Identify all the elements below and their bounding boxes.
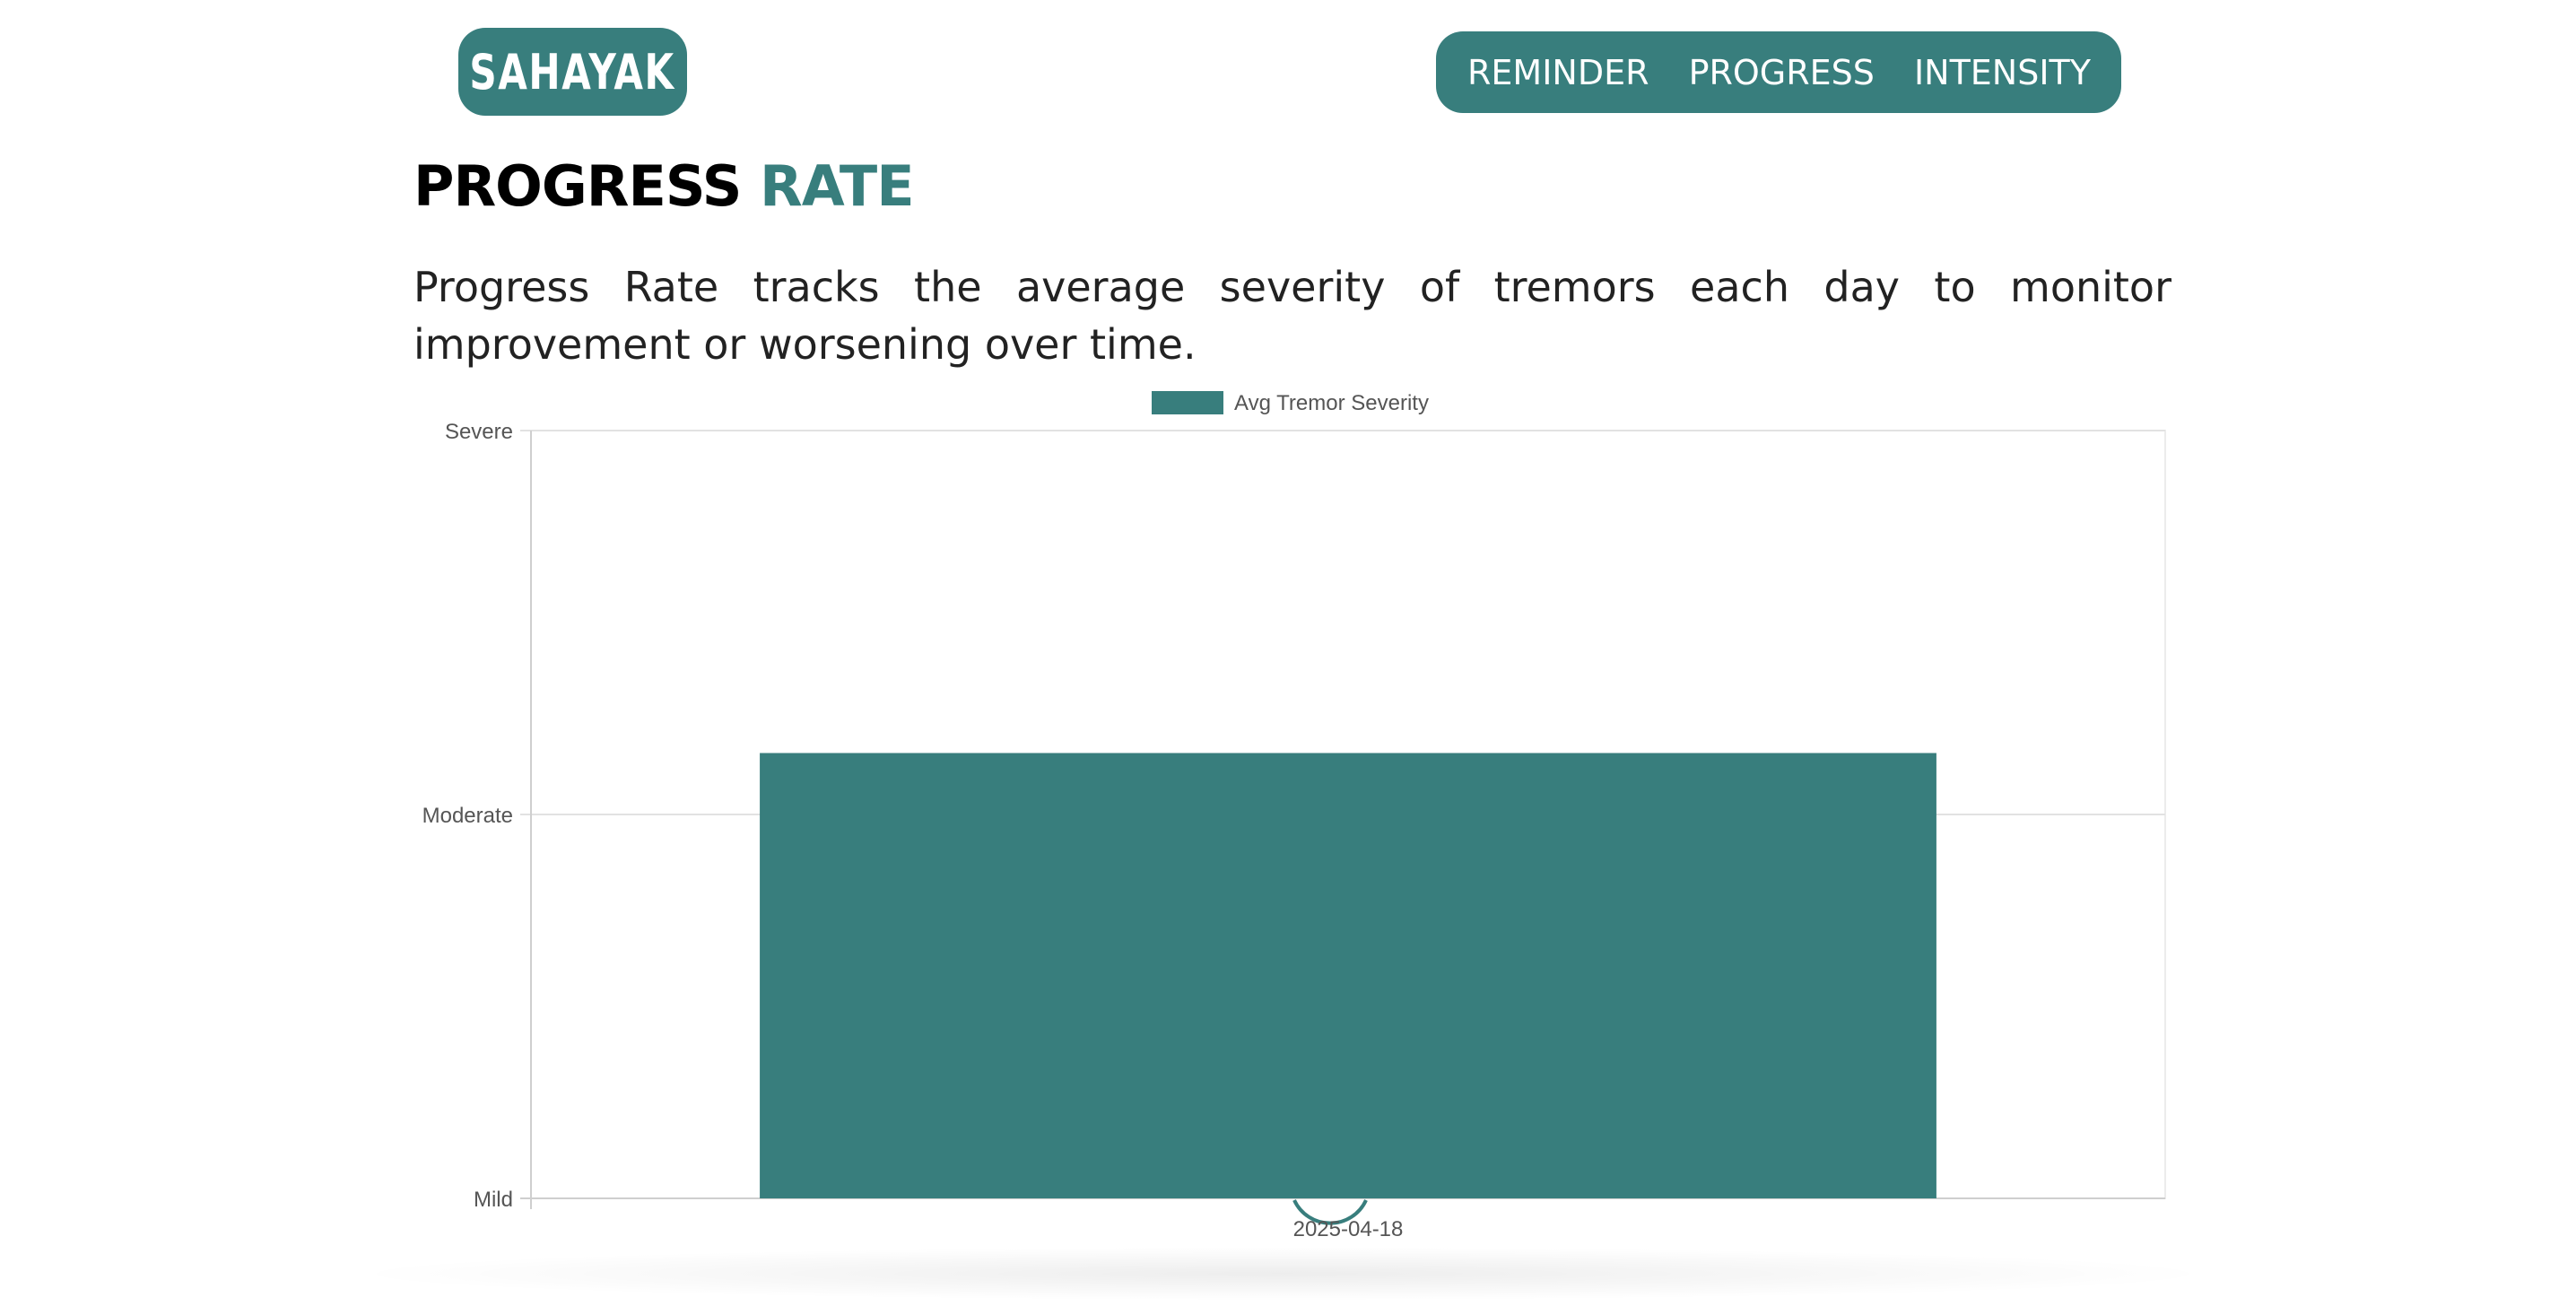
bar-avg-tremor-severity <box>760 753 1936 1198</box>
y-tick-label: Moderate <box>422 804 513 828</box>
logo-text: SAHAYAK <box>469 43 676 100</box>
nav-intensity-link[interactable]: INTENSITY <box>1913 52 2091 92</box>
legend-swatch <box>1152 391 1223 414</box>
page-title-primary: PROGRESS <box>413 153 742 219</box>
page-title: PROGRESS RATE <box>413 151 915 222</box>
y-tick-label: Severe <box>445 420 513 444</box>
main-nav: REMINDER PROGRESS INTENSITY <box>1436 31 2121 113</box>
page-title-accent: RATE <box>760 153 915 219</box>
progress-bar-chart: Mild Moderate Severe 2025-04-18 Avg Tremor S… <box>422 391 2166 1241</box>
x-tick-label: 2025-04-18 <box>1293 1217 1404 1241</box>
page-description: Progress Rate tracks the average severit… <box>413 263 2171 369</box>
nav-reminder-link[interactable]: REMINDER <box>1467 52 1649 92</box>
data-point-marker <box>1292 1199 1368 1225</box>
logo[interactable]: SAHAYAK <box>458 28 687 116</box>
legend-label: Avg Tremor Severity <box>1234 391 1429 415</box>
bottom-shadow <box>341 1247 2224 1301</box>
y-tick-label: Mild <box>474 1188 513 1212</box>
nav-progress-link[interactable]: PROGRESS <box>1688 52 1875 92</box>
